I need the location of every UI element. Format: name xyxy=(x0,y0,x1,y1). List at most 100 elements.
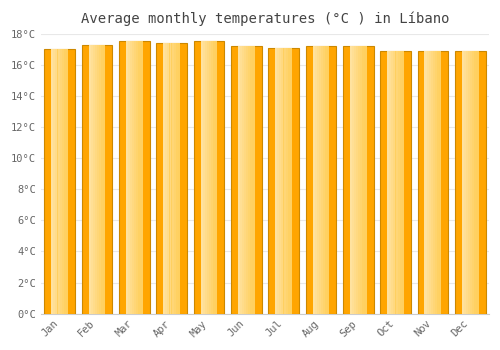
Bar xyxy=(396,51,398,314)
Bar xyxy=(360,46,362,314)
Bar xyxy=(462,51,464,314)
Bar xyxy=(278,48,280,314)
Bar xyxy=(437,51,439,314)
Bar xyxy=(138,42,140,314)
Bar xyxy=(202,42,204,314)
Bar xyxy=(252,46,254,314)
Bar xyxy=(439,51,441,314)
Bar xyxy=(433,51,435,314)
Bar xyxy=(200,42,202,314)
Bar xyxy=(327,46,329,314)
Bar xyxy=(168,43,170,314)
Bar xyxy=(394,51,396,314)
Bar xyxy=(240,46,242,314)
Bar xyxy=(51,49,68,314)
Bar xyxy=(163,43,166,314)
Bar xyxy=(268,48,299,314)
Bar xyxy=(284,48,286,314)
Bar xyxy=(95,44,97,314)
Bar xyxy=(211,42,213,314)
Bar xyxy=(390,51,392,314)
Bar xyxy=(178,43,180,314)
Bar xyxy=(126,42,142,314)
Bar xyxy=(174,43,176,314)
Bar xyxy=(325,46,327,314)
Bar xyxy=(248,46,250,314)
Bar xyxy=(354,46,356,314)
Bar xyxy=(246,46,248,314)
Bar xyxy=(128,42,130,314)
Bar xyxy=(275,48,278,314)
Bar xyxy=(136,42,138,314)
Title: Average monthly temperatures (°C ) in Líbano: Average monthly temperatures (°C ) in Lí… xyxy=(80,11,449,26)
Bar xyxy=(238,46,254,314)
Bar xyxy=(319,46,321,314)
Bar xyxy=(426,51,428,314)
Bar xyxy=(207,42,209,314)
Bar xyxy=(398,51,400,314)
Bar xyxy=(44,49,75,314)
Bar xyxy=(58,49,59,314)
Bar xyxy=(380,51,411,314)
Bar xyxy=(435,51,437,314)
Bar xyxy=(60,49,62,314)
Bar xyxy=(470,51,472,314)
Bar xyxy=(474,51,476,314)
Bar xyxy=(88,44,90,314)
Bar xyxy=(172,43,173,314)
Bar xyxy=(213,42,215,314)
Bar xyxy=(280,48,281,314)
Bar xyxy=(468,51,470,314)
Bar xyxy=(132,42,134,314)
Bar xyxy=(392,51,394,314)
Bar xyxy=(428,51,430,314)
Bar xyxy=(343,46,374,314)
Bar xyxy=(288,48,290,314)
Bar xyxy=(90,44,92,314)
Bar xyxy=(242,46,244,314)
Bar xyxy=(362,46,364,314)
Bar xyxy=(418,51,448,314)
Bar xyxy=(282,48,284,314)
Bar xyxy=(51,49,54,314)
Bar xyxy=(88,44,106,314)
Bar xyxy=(323,46,325,314)
Bar xyxy=(134,42,136,314)
Bar xyxy=(82,44,112,314)
Bar xyxy=(66,49,68,314)
Bar xyxy=(312,46,314,314)
Bar xyxy=(290,48,292,314)
Bar xyxy=(238,46,240,314)
Bar xyxy=(250,46,252,314)
Bar xyxy=(464,51,466,314)
Bar xyxy=(387,51,404,314)
Bar xyxy=(104,44,105,314)
Bar xyxy=(350,46,352,314)
Bar xyxy=(54,49,56,314)
Bar xyxy=(352,46,354,314)
Bar xyxy=(306,46,336,314)
Bar xyxy=(431,51,433,314)
Bar xyxy=(194,42,224,314)
Bar xyxy=(200,42,218,314)
Bar xyxy=(275,48,292,314)
Bar xyxy=(466,51,468,314)
Bar xyxy=(312,46,330,314)
Bar xyxy=(119,42,150,314)
Bar xyxy=(424,51,426,314)
Bar xyxy=(321,46,323,314)
Bar xyxy=(462,51,478,314)
Bar xyxy=(356,46,358,314)
Bar xyxy=(244,46,246,314)
Bar xyxy=(472,51,474,314)
Bar xyxy=(400,51,402,314)
Bar xyxy=(424,51,442,314)
Bar xyxy=(97,44,99,314)
Bar xyxy=(163,43,180,314)
Bar xyxy=(56,49,58,314)
Bar xyxy=(216,42,217,314)
Bar xyxy=(476,51,478,314)
Bar xyxy=(358,46,360,314)
Bar xyxy=(402,51,404,314)
Bar xyxy=(64,49,66,314)
